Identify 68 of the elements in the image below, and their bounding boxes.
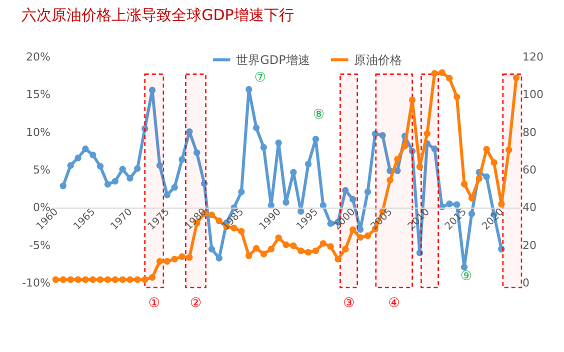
point xyxy=(126,174,134,182)
annotation: ⑨ xyxy=(460,269,472,284)
point xyxy=(446,200,453,208)
point xyxy=(364,188,372,196)
point xyxy=(208,246,216,252)
y-tick-label: 15% xyxy=(26,88,50,102)
point xyxy=(282,199,290,206)
point xyxy=(67,162,74,169)
point xyxy=(483,173,490,180)
point xyxy=(96,162,104,170)
point xyxy=(408,148,416,155)
point xyxy=(90,152,96,158)
point xyxy=(468,210,476,218)
point xyxy=(60,182,66,190)
point xyxy=(156,162,164,169)
point xyxy=(431,146,438,152)
point xyxy=(142,125,148,132)
point xyxy=(216,254,222,262)
legend-label: 世界GDP增速 xyxy=(236,52,310,67)
point xyxy=(498,246,505,252)
y2-tick-label: 100 xyxy=(522,88,544,102)
y2-tick-label: 0 xyxy=(522,276,530,290)
y-tick-label: 10% xyxy=(26,126,50,139)
point xyxy=(372,130,378,138)
chart-title: 六次原油价格上涨导致全球GDP增速下行 xyxy=(22,6,294,24)
point xyxy=(104,180,112,188)
point xyxy=(82,146,89,152)
y2-tick-label: 120 xyxy=(522,50,544,64)
point xyxy=(171,184,178,191)
y-tick-label: -5% xyxy=(29,238,50,252)
point xyxy=(454,201,460,208)
point xyxy=(356,226,364,233)
y-tick-label: -10% xyxy=(22,276,50,290)
point xyxy=(148,86,156,94)
band-label: ③ xyxy=(342,296,355,311)
point xyxy=(200,180,208,187)
band-label: ④ xyxy=(388,296,400,311)
point xyxy=(112,178,118,185)
y-tick-label: 5% xyxy=(33,164,50,176)
point xyxy=(74,154,82,162)
band-label: ① xyxy=(148,296,160,311)
y-tick-label: 20% xyxy=(26,50,50,64)
y2-tick-label: 20 xyxy=(522,238,536,252)
point xyxy=(312,136,320,142)
point xyxy=(379,132,386,139)
point xyxy=(178,156,186,163)
point xyxy=(246,86,252,93)
annotation: ⑧ xyxy=(312,108,325,123)
point xyxy=(186,128,193,135)
point xyxy=(252,124,260,132)
y2-tick-label: 60 xyxy=(522,164,536,176)
point xyxy=(342,186,349,194)
band-label: ② xyxy=(190,296,202,311)
legend-label: 原油价格 xyxy=(354,52,402,67)
point xyxy=(260,144,268,151)
y2-tick-label: 40 xyxy=(522,201,536,214)
point xyxy=(304,160,312,168)
point xyxy=(164,192,170,198)
annotation: ⑦ xyxy=(254,70,266,86)
point xyxy=(134,165,141,172)
point xyxy=(119,166,126,173)
point xyxy=(350,196,356,203)
point xyxy=(416,250,424,256)
point xyxy=(290,168,297,176)
point xyxy=(194,149,200,156)
point xyxy=(275,140,282,146)
point xyxy=(238,188,245,196)
y2-tick-label: 80 xyxy=(522,126,536,139)
